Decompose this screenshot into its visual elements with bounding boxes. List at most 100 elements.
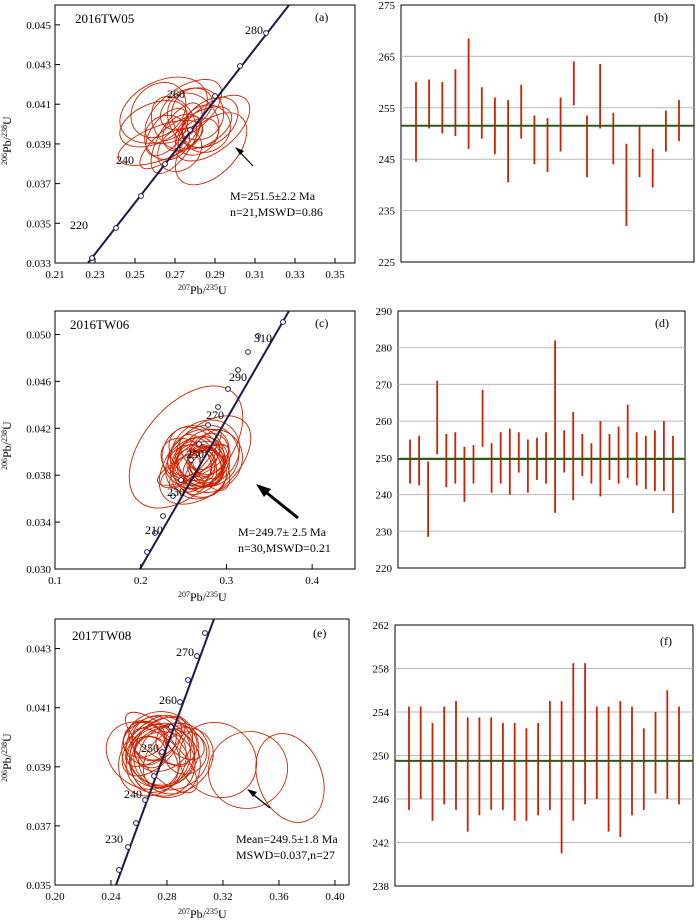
concordia-node: [237, 63, 243, 69]
concordia-node: [212, 93, 218, 99]
plot-area-a: [54, 4, 356, 264]
y-ticks-f: 238 242 246 250 254 258 262: [373, 620, 390, 893]
concordia-node: [177, 699, 183, 705]
concordia-node: [188, 457, 194, 463]
data-ellipse: [255, 733, 325, 823]
age-label-c-290: 290: [229, 370, 247, 384]
x-tick-label: 0.27: [165, 269, 185, 281]
y-tick-label: 0.043: [26, 60, 51, 72]
x-tick-label: 0.21: [45, 269, 64, 281]
data-ellipse: [132, 727, 198, 794]
concordia-node: [142, 797, 148, 803]
y-tick-label: 0.046: [26, 376, 51, 388]
concordia-node: [159, 749, 165, 755]
age-label-a-280: 280: [245, 23, 263, 37]
error-bars-d: [409, 340, 674, 537]
concordia-node: [138, 193, 144, 199]
data-ellipse: [117, 119, 204, 166]
data-ellipse: [128, 385, 244, 509]
y-tick-label: 230: [376, 526, 393, 538]
data-ellipse: [188, 449, 217, 478]
data-ellipse: [182, 96, 239, 148]
y-tick-label: 242: [373, 838, 390, 850]
x-ticks-c: 0.1 0.2 0.3 0.4: [48, 564, 320, 587]
concordia-node: [235, 367, 241, 373]
age-label-c-210: 210: [145, 523, 163, 537]
data-ellipse: [171, 87, 224, 141]
age-label-e-260: 260: [159, 693, 177, 707]
y-tick-label: 246: [373, 794, 390, 806]
concordia-node: [280, 319, 286, 325]
panel-d: 220 230 240 250 260 270 280 290 (d): [376, 306, 686, 575]
x-tick-label: 0.4: [305, 575, 319, 587]
data-ellipse: [174, 94, 251, 162]
x-axis-label-a: 207Pb/235U: [178, 283, 227, 298]
age-label-a-260: 260: [167, 87, 185, 101]
data-ellipse: [150, 96, 198, 151]
concordia-node: [178, 477, 184, 483]
sample-label-a: 2016TW05: [75, 11, 134, 26]
data-ellipse: [133, 727, 195, 787]
concordia-node: [187, 127, 193, 133]
y-tick-label: 250: [373, 751, 390, 763]
y-tick-label: 254: [373, 707, 390, 719]
y-axis-label-e: 206Pb/238U: [0, 733, 14, 782]
arrow-head-a: [235, 147, 244, 155]
panel-b: 225 235 245 255 265 275 (b): [379, 0, 695, 269]
plot-area-d: [397, 310, 686, 569]
x-tick-label: 0.32: [213, 891, 232, 903]
concordia-curve-c: [139, 311, 290, 569]
data-ellipse: [179, 721, 257, 799]
data-ellipse: [122, 721, 166, 758]
data-ellipse: [167, 428, 230, 482]
annotation-a-2: n=21,MSWD=0.86: [230, 205, 323, 219]
y-tick-label: 0.050: [26, 329, 51, 341]
panel-label-e: (e): [313, 626, 326, 640]
age-label-c-230: 230: [167, 485, 185, 499]
x-tick-label: 0.20: [45, 891, 65, 903]
y-tick-label: 225: [379, 257, 396, 269]
x-ticks-e: 0.20 0.24 0.28 0.32 0.36 0.40: [45, 880, 345, 903]
y-ticks-b: 225 235 245 255 265 275: [379, 0, 396, 269]
data-ellipse: [177, 441, 218, 488]
concordia-node: [125, 844, 131, 850]
concordia-node: [202, 630, 208, 636]
data-ellipse: [133, 736, 167, 769]
y-ticks-a: 0.033 0.035 0.037 0.039 0.041 0.043 0.045: [26, 20, 60, 270]
concordia-node: [255, 333, 261, 339]
concordia-node: [205, 422, 211, 428]
panel-e: 0.20 0.24 0.28 0.32 0.36 0.40 0.035 0.037 0.039…: [0, 618, 350, 921]
concordia-node: [194, 653, 200, 659]
y-tick-label: 260: [376, 416, 393, 428]
data-ellipse: [178, 117, 219, 156]
y-tick-label: 0.035: [26, 218, 51, 230]
age-label-e-270: 270: [176, 645, 194, 659]
concordia-nodes-c: [144, 319, 286, 555]
panel-label-c: (c): [315, 316, 328, 330]
y-tick-label: 0.041: [26, 99, 51, 111]
y-tick-label: 0.039: [26, 139, 51, 151]
annotation-c-2: n=30,MSWD=0.21: [238, 541, 331, 555]
x-ticks-a: 0.21 0.23 0.25 0.27 0.29 0.31 0.33 0.35: [45, 258, 345, 281]
sample-label-e: 2017TW08: [72, 628, 131, 643]
panel-f: 238 242 246 250 254 258 262 (f): [373, 620, 694, 893]
panel-label-a: (a): [315, 10, 328, 24]
data-ellipse: [131, 715, 177, 762]
age-label-c-310: 310: [254, 331, 272, 345]
data-ellipse: [169, 419, 241, 487]
error-bars-b: [415, 38, 680, 226]
concordia-node: [89, 255, 95, 261]
y-tick-label: 0.035: [26, 880, 51, 892]
y-tick-label: 262: [373, 620, 390, 632]
y-tick-label: 0.039: [26, 762, 51, 774]
age-label-a-220: 220: [70, 218, 88, 232]
x-tick-label: 0.25: [125, 269, 145, 281]
x-tick-label: 0.23: [85, 269, 105, 281]
concordia-node: [113, 225, 119, 231]
data-ellipse: [119, 100, 188, 148]
annotation-e-2: MSWD=0.037,n=27: [236, 848, 335, 862]
y-tick-label: 0.037: [26, 179, 51, 191]
data-ellipse: [130, 82, 187, 139]
y-tick-label: 0.041: [26, 703, 51, 715]
